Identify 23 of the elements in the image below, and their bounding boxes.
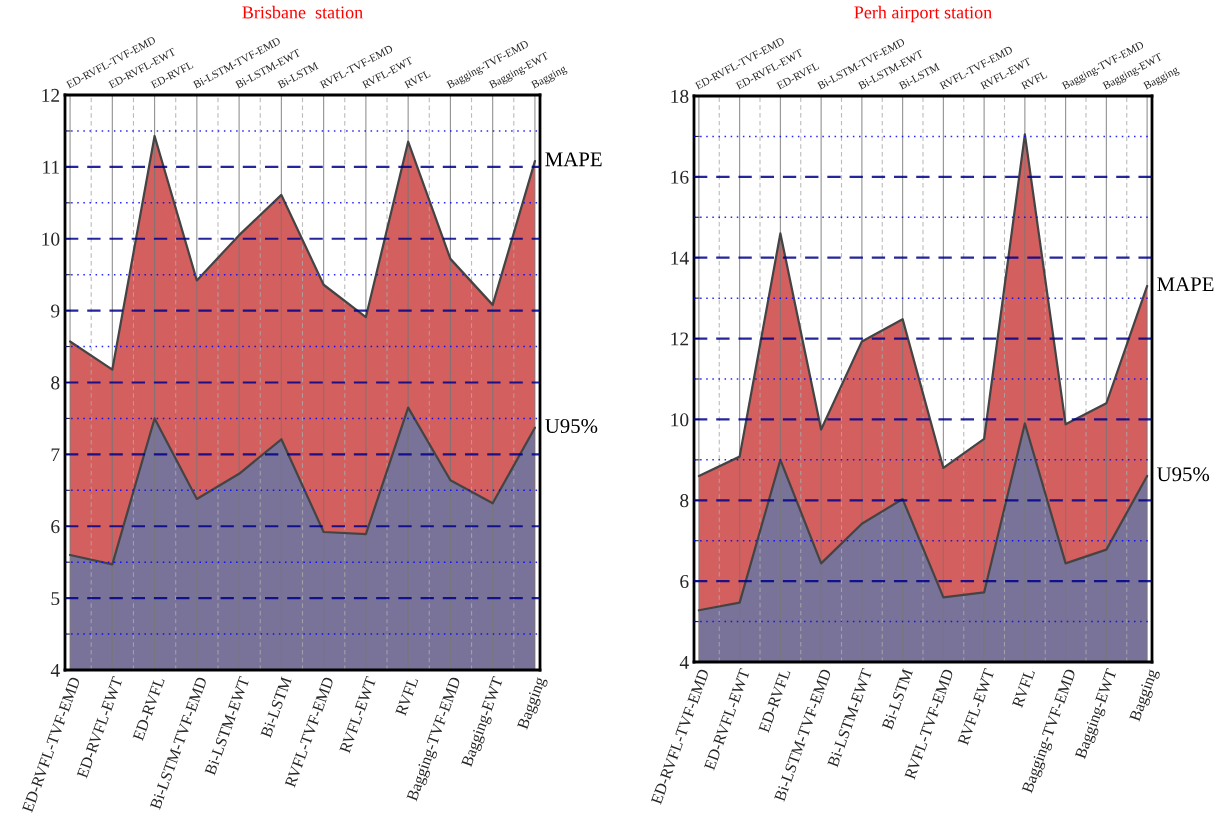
series-label: U95% [545, 418, 598, 434]
y-tick-label: 10 [42, 232, 60, 246]
y-tick-label: 18 [671, 89, 689, 103]
y-tick-label: 6 [51, 520, 60, 534]
y-tick-label: 16 [671, 170, 689, 184]
y-tick-label: 9 [51, 304, 60, 318]
y-tick-label: 6 [680, 575, 689, 589]
y-tick-label: 4 [50, 663, 60, 677]
y-tick-label: 10 [671, 413, 689, 427]
y-tick-label: 7 [51, 448, 60, 462]
series-label: U95% [1157, 467, 1210, 482]
series-label: MAPE [1157, 277, 1214, 292]
series-label: MAPE [545, 152, 602, 167]
y-tick-label: 11 [43, 160, 59, 174]
y-tick-label: 12 [671, 332, 689, 346]
chart-title: Brisbane station [242, 5, 363, 19]
y-tick-label: 4 [679, 655, 689, 669]
y-tick-label: 5 [51, 592, 60, 606]
y-tick-label: 8 [680, 494, 689, 508]
chart-title: Perh airport station [854, 5, 992, 23]
y-tick-label: 8 [51, 376, 60, 390]
y-tick-label: 12 [42, 88, 60, 102]
y-tick-label: 14 [671, 251, 689, 265]
